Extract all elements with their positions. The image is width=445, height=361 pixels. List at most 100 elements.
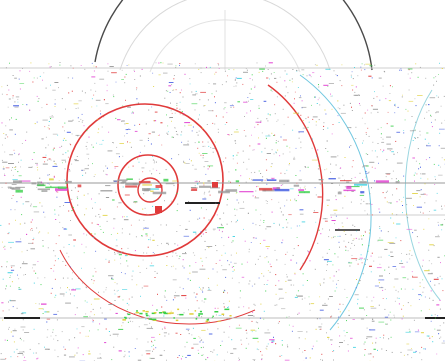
noise-speck bbox=[150, 239, 151, 241]
noise-speck bbox=[361, 244, 363, 246]
noise-speck bbox=[304, 350, 306, 351]
noise-speck bbox=[77, 135, 79, 137]
noise-speck bbox=[357, 75, 359, 77]
noise-speck bbox=[67, 150, 69, 152]
noise-speck bbox=[386, 159, 388, 161]
noise-streak bbox=[11, 187, 21, 190]
noise-speck bbox=[196, 131, 198, 133]
noise-speck bbox=[195, 90, 197, 92]
noise-speck bbox=[16, 349, 18, 350]
noise-speck bbox=[401, 308, 403, 310]
noise-speck bbox=[46, 318, 51, 320]
noise-speck bbox=[14, 133, 16, 135]
noise-speck bbox=[177, 203, 179, 205]
noise-speck bbox=[237, 219, 238, 221]
noise-speck bbox=[364, 341, 366, 343]
noise-streak bbox=[298, 191, 310, 194]
noise-speck bbox=[168, 85, 172, 87]
noise-cluster bbox=[173, 317, 175, 319]
noise-speck bbox=[97, 357, 102, 359]
noise-speck bbox=[408, 89, 410, 91]
noise-speck bbox=[250, 242, 252, 243]
noise-speck bbox=[52, 89, 56, 91]
noise-speck bbox=[21, 251, 23, 253]
noise-speck bbox=[68, 339, 70, 341]
noise-cluster bbox=[122, 319, 126, 321]
noise-speck bbox=[244, 240, 246, 242]
noise-speck bbox=[124, 194, 130, 196]
noise-speck bbox=[255, 196, 256, 198]
noise-speck bbox=[260, 121, 262, 123]
noise-streak bbox=[328, 178, 336, 180]
noise-speck bbox=[402, 212, 403, 214]
noise-speck bbox=[192, 126, 194, 128]
noise-speck bbox=[104, 342, 107, 344]
noise-speck bbox=[36, 121, 38, 123]
noise-speck bbox=[50, 159, 52, 161]
noise-speck bbox=[434, 328, 436, 330]
noise-speck bbox=[273, 153, 275, 155]
noise-speck bbox=[80, 135, 82, 137]
noise-speck bbox=[218, 68, 220, 69]
noise-speck bbox=[208, 287, 210, 289]
noise-speck bbox=[11, 169, 12, 171]
noise-speck bbox=[245, 329, 247, 331]
noise-speck bbox=[223, 108, 225, 110]
noise-speck bbox=[327, 298, 329, 300]
noise-speck bbox=[228, 171, 230, 173]
noise-speck bbox=[429, 244, 434, 246]
noise-speck bbox=[322, 256, 324, 258]
noise-speck bbox=[345, 245, 347, 247]
noise-speck bbox=[2, 241, 3, 243]
noise-speck bbox=[171, 120, 172, 122]
noise-speck bbox=[351, 258, 358, 260]
noise-speck bbox=[382, 192, 384, 194]
noise-speck bbox=[235, 142, 237, 144]
noise-speck bbox=[290, 199, 291, 201]
noise-speck bbox=[264, 257, 266, 259]
noise-speck bbox=[229, 326, 231, 328]
noise-speck bbox=[55, 243, 57, 245]
noise-speck bbox=[214, 123, 216, 125]
noise-speck bbox=[44, 348, 50, 350]
noise-speck bbox=[71, 289, 76, 291]
noise-speck bbox=[236, 199, 238, 201]
noise-speck bbox=[189, 158, 190, 160]
noise-speck bbox=[12, 174, 14, 176]
noise-speck bbox=[390, 256, 394, 257]
noise-speck bbox=[92, 308, 94, 310]
noise-speck bbox=[201, 339, 203, 341]
noise-speck bbox=[345, 234, 347, 235]
noise-speck bbox=[47, 182, 49, 184]
noise-speck bbox=[284, 205, 286, 207]
noise-speck bbox=[132, 111, 134, 113]
noise-speck bbox=[428, 104, 430, 106]
noise-speck bbox=[91, 144, 93, 146]
noise-speck bbox=[439, 132, 441, 134]
noise-speck bbox=[177, 314, 181, 316]
noise-speck bbox=[32, 206, 38, 208]
noise-speck bbox=[115, 81, 117, 83]
noise-speck bbox=[202, 265, 204, 267]
noise-cluster bbox=[127, 313, 131, 316]
noise-speck bbox=[134, 71, 135, 72]
noise-speck bbox=[430, 115, 432, 117]
noise-speck bbox=[352, 160, 354, 162]
noise-speck bbox=[226, 223, 228, 225]
noise-speck bbox=[334, 236, 336, 238]
noise-speck bbox=[128, 298, 130, 300]
noise-speck bbox=[315, 328, 317, 330]
noise-speck bbox=[64, 348, 66, 350]
noise-speck bbox=[331, 315, 333, 317]
noise-speck bbox=[122, 289, 128, 290]
noise-speck bbox=[412, 288, 414, 290]
noise-speck bbox=[393, 286, 395, 288]
noise-speck bbox=[174, 297, 176, 299]
noise-speck bbox=[297, 245, 299, 247]
noise-speck bbox=[148, 109, 150, 111]
noise-speck bbox=[175, 268, 177, 270]
noise-speck bbox=[231, 266, 233, 268]
noise-speck bbox=[108, 131, 110, 133]
noise-speck bbox=[208, 219, 210, 221]
noise-speck bbox=[331, 133, 333, 135]
